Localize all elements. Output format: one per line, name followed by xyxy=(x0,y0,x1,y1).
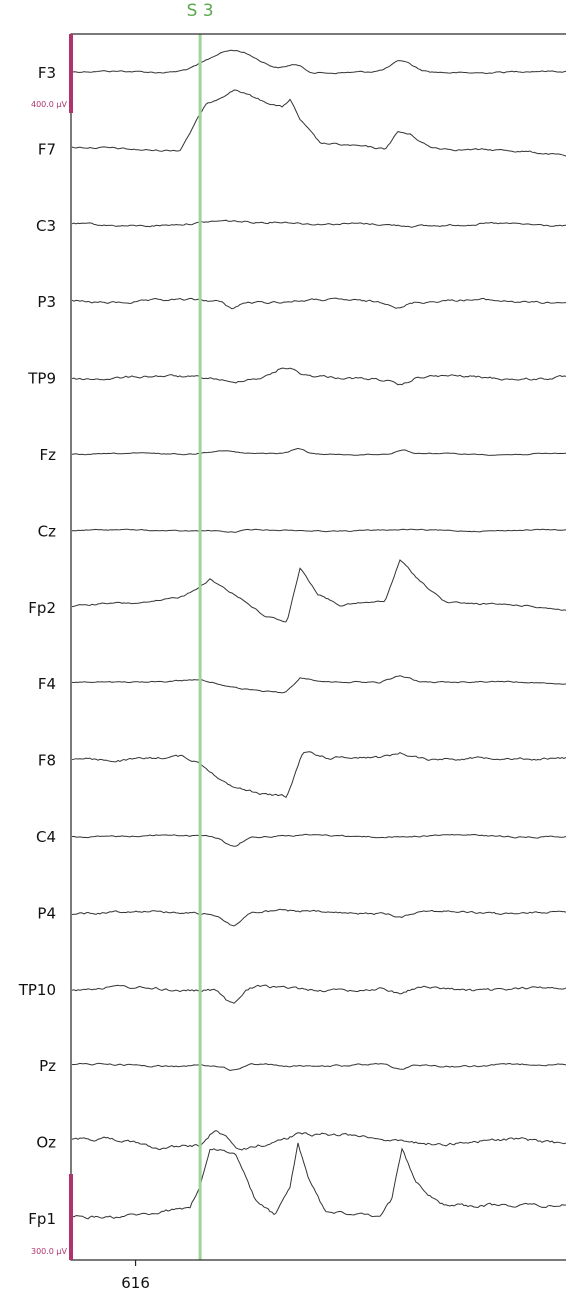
channel-label: Cz xyxy=(38,522,56,540)
trace-fp1 xyxy=(71,1142,566,1220)
trace-tp10 xyxy=(71,984,566,1004)
channel-label: P4 xyxy=(37,904,56,922)
trace-f4 xyxy=(71,675,566,694)
trace-cz xyxy=(71,528,566,533)
scale-bars: 400.0 µV 300.0 µV xyxy=(31,34,73,1260)
channel-label: F8 xyxy=(38,752,56,770)
x-axis-ticks: 616 xyxy=(121,1260,150,1292)
channel-label: F4 xyxy=(38,675,56,693)
channel-label: TP9 xyxy=(27,370,56,388)
channel-label: Pz xyxy=(39,1057,56,1075)
trace-tp9 xyxy=(71,367,566,386)
trace-c3 xyxy=(71,219,566,228)
scale-bar-label: 400.0 µV xyxy=(31,100,68,109)
plot-axes xyxy=(70,33,566,1261)
channel-label: Fp2 xyxy=(28,599,56,617)
scale-bar-label: 300.0 µV xyxy=(31,1247,68,1256)
channel-label: C3 xyxy=(36,217,56,235)
trace-c4 xyxy=(71,833,566,847)
trace-f7 xyxy=(71,89,566,157)
channel-label: Fp1 xyxy=(28,1210,56,1228)
eeg-traces xyxy=(71,49,566,1220)
trace-f8 xyxy=(71,751,566,798)
event-marker-label: S 3 xyxy=(187,1,214,21)
trace-pz xyxy=(71,1062,566,1072)
channel-labels: F3 F7 C3 P3 TP9 Fz Cz Fp2 F4 F8 C4 P4 TP10 Pz Oz Fp1 xyxy=(18,64,56,1228)
channel-label: F3 xyxy=(38,64,56,82)
channel-label: Fz xyxy=(39,446,56,464)
trace-p3 xyxy=(71,297,566,310)
trace-fp2 xyxy=(71,559,566,623)
trace-f3 xyxy=(71,49,566,75)
channel-label: F7 xyxy=(38,140,56,158)
x-tick-label: 616 xyxy=(121,1274,150,1292)
plot-frame xyxy=(70,33,566,1261)
channel-label: C4 xyxy=(36,828,56,846)
channel-label: Oz xyxy=(36,1134,56,1152)
trace-oz xyxy=(71,1130,566,1151)
trace-p4 xyxy=(71,908,566,927)
trace-fz xyxy=(71,447,566,456)
channel-label: P3 xyxy=(37,293,56,311)
channel-label: TP10 xyxy=(18,981,56,999)
